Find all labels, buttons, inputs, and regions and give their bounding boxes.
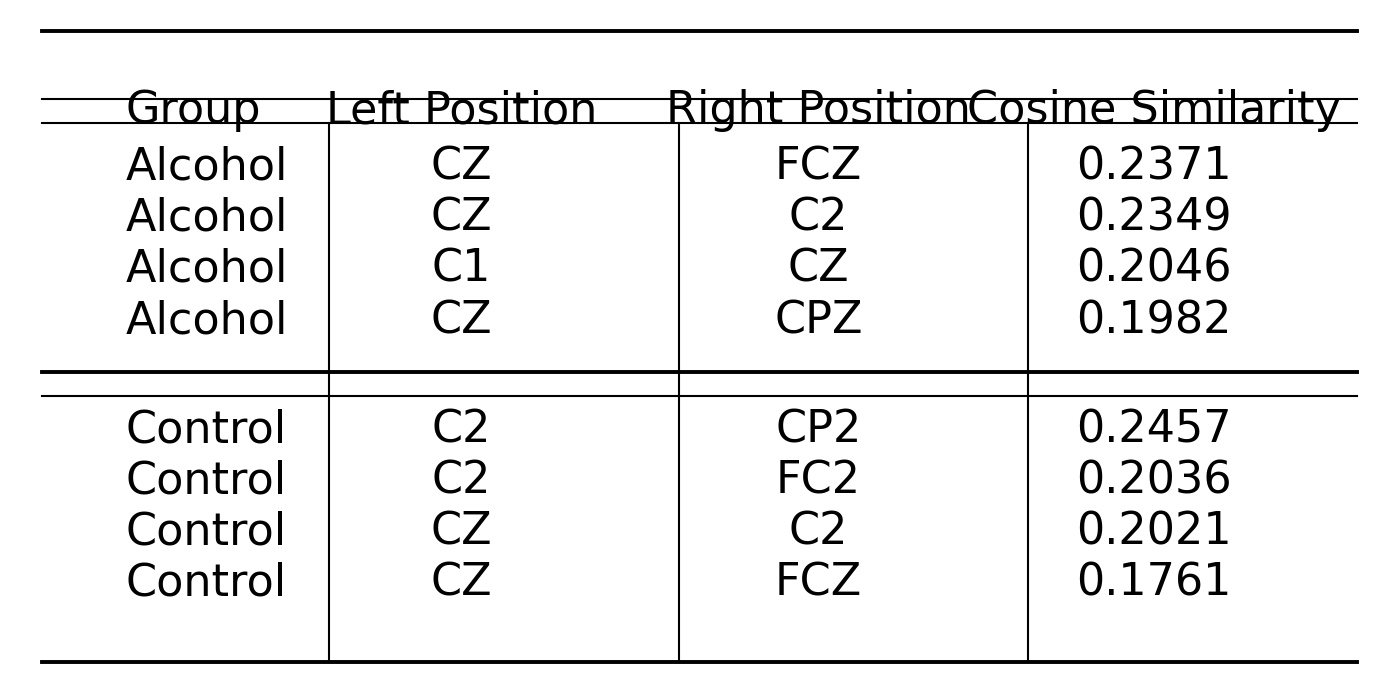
- Text: Alcohol: Alcohol: [126, 196, 288, 240]
- Text: FCZ: FCZ: [775, 561, 862, 605]
- Text: 0.2036: 0.2036: [1076, 459, 1233, 503]
- Text: Right Position: Right Position: [666, 89, 971, 132]
- Text: C2: C2: [432, 408, 491, 451]
- Text: CZ: CZ: [431, 561, 492, 605]
- Text: 0.2021: 0.2021: [1076, 510, 1233, 554]
- Text: CZ: CZ: [788, 248, 849, 291]
- Text: 0.2349: 0.2349: [1076, 196, 1233, 240]
- Text: Control: Control: [126, 459, 287, 503]
- Text: C2: C2: [789, 196, 848, 240]
- Text: 0.1982: 0.1982: [1076, 299, 1233, 342]
- Text: Alcohol: Alcohol: [126, 248, 288, 291]
- Text: CZ: CZ: [431, 145, 492, 189]
- Text: C2: C2: [789, 510, 848, 554]
- Text: 0.2371: 0.2371: [1076, 145, 1233, 189]
- Text: CZ: CZ: [431, 299, 492, 342]
- Text: Alcohol: Alcohol: [126, 299, 288, 342]
- Text: 0.1761: 0.1761: [1076, 561, 1233, 605]
- Text: CZ: CZ: [431, 196, 492, 240]
- Text: FCZ: FCZ: [775, 145, 862, 189]
- Text: C2: C2: [432, 459, 491, 503]
- Text: Control: Control: [126, 510, 287, 554]
- Text: Alcohol: Alcohol: [126, 145, 288, 189]
- Text: 0.2457: 0.2457: [1076, 408, 1233, 451]
- Text: Control: Control: [126, 561, 287, 605]
- Text: Cosine Similarity: Cosine Similarity: [967, 89, 1342, 132]
- Text: Group: Group: [126, 89, 262, 132]
- Text: CPZ: CPZ: [774, 299, 863, 342]
- Text: FC2: FC2: [776, 459, 860, 503]
- Text: Control: Control: [126, 408, 287, 451]
- Text: CP2: CP2: [775, 408, 862, 451]
- Text: CZ: CZ: [431, 510, 492, 554]
- Text: 0.2046: 0.2046: [1076, 248, 1233, 291]
- Text: C1: C1: [432, 248, 491, 291]
- Text: Left Position: Left Position: [326, 89, 597, 132]
